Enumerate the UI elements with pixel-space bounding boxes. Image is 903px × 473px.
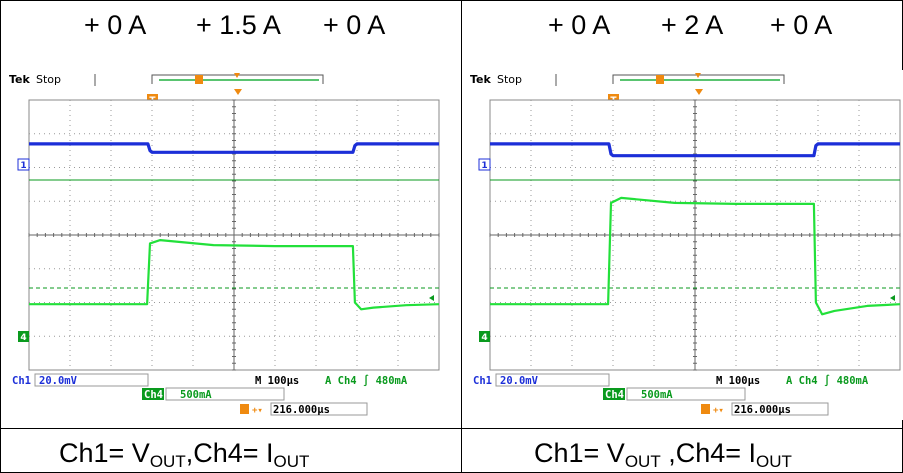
trigger-level-arrow bbox=[890, 295, 895, 301]
caption-divider bbox=[0, 428, 903, 429]
caption-vout-sub: OUT bbox=[149, 452, 186, 471]
panel-right: + 0 A + 2 A + 0 A Tek Stop T 1 bbox=[462, 0, 903, 470]
trigger-point-indicator bbox=[234, 73, 240, 78]
ch1-trace bbox=[490, 142, 900, 158]
ch1-label: Ch1 bbox=[12, 375, 31, 387]
step-label-after: + 0 A bbox=[770, 10, 833, 40]
panel-divider-vertical bbox=[461, 0, 462, 473]
step-label-before: + 0 A bbox=[548, 10, 611, 40]
svg-text:1: 1 bbox=[20, 161, 26, 171]
timebase-readout: M 100µs bbox=[255, 375, 299, 387]
ch1-marker: 1 bbox=[478, 158, 491, 171]
step-label-load: + 2 A bbox=[661, 10, 724, 40]
trigger-position-arrow bbox=[695, 89, 703, 95]
step-label-load: + 1.5 A bbox=[196, 10, 281, 40]
acquisition-status: Stop bbox=[36, 73, 61, 86]
trigger-position-readout: 216.000µs bbox=[734, 404, 791, 416]
ch4-marker: 4 bbox=[18, 331, 29, 343]
svg-text:+▾: +▾ bbox=[713, 406, 724, 416]
trigger-position-readout: 216.000µs bbox=[273, 404, 330, 416]
acquisition-status: Stop bbox=[497, 73, 522, 86]
ch4-scale: 500mA bbox=[180, 389, 212, 401]
svg-text:+▾: +▾ bbox=[252, 406, 263, 416]
caption-iout-sub: OUT bbox=[756, 452, 792, 471]
svg-text:4: 4 bbox=[20, 333, 26, 343]
caption-vout-label: Ch1= V bbox=[59, 438, 150, 468]
caption-vout-label: Ch1= V bbox=[534, 438, 625, 468]
plot-area bbox=[28, 99, 440, 371]
caption-iout-label: ,Ch4= I bbox=[660, 438, 757, 468]
trigger-level-arrow bbox=[429, 295, 434, 301]
graticule bbox=[489, 99, 901, 371]
caption-vout-sub: OUT bbox=[624, 452, 661, 471]
ch4-label: Ch4 bbox=[144, 389, 163, 401]
ch4-label: Ch4 bbox=[605, 389, 624, 401]
caption-left: Ch1= VOUT,Ch4= IOUT bbox=[59, 438, 310, 471]
caption-iout-sub: OUT bbox=[273, 452, 310, 471]
ch1-scale: 20.0mV bbox=[39, 375, 78, 387]
caption-right: Ch1= VOUT ,Ch4= IOUT bbox=[534, 438, 792, 471]
plot-area bbox=[489, 99, 901, 371]
panel-left: + 0 A + 1.5 A + 0 A Tek Stop T 1 bbox=[0, 0, 450, 470]
trigger-readout: A Ch4 ∫ 480mA bbox=[325, 374, 408, 387]
ch4-marker: 4 bbox=[479, 331, 490, 343]
oscilloscope-screen: Tek Stop T 1 4 Ch1 bbox=[9, 70, 448, 420]
load-step-labels: + 0 A + 1.5 A + 0 A bbox=[0, 6, 450, 46]
ch1-trace bbox=[29, 142, 439, 154]
trigger-point-indicator bbox=[695, 73, 701, 78]
ch1-marker: 1 bbox=[17, 158, 30, 171]
record-position-marker bbox=[656, 75, 664, 84]
step-label-after: + 0 A bbox=[323, 10, 386, 40]
ch1-label: Ch1 bbox=[473, 375, 492, 387]
svg-text:1: 1 bbox=[481, 161, 487, 171]
ch4-trace bbox=[490, 196, 901, 316]
trigger-position-arrow bbox=[234, 89, 242, 95]
timebase-readout: M 100µs bbox=[716, 375, 760, 387]
oscilloscope-screen: Tek Stop T 1 4 Ch1 bbox=[470, 70, 903, 420]
caption-iout-label: ,Ch4= I bbox=[185, 438, 274, 468]
record-position-marker bbox=[195, 75, 203, 84]
ch4-trace bbox=[29, 239, 440, 311]
ch4-scale: 500mA bbox=[641, 389, 673, 401]
trigger-readout: A Ch4 ∫ 480mA bbox=[786, 374, 869, 387]
step-label-before: + 0 A bbox=[84, 10, 147, 40]
load-step-labels: + 0 A + 2 A + 0 A bbox=[462, 6, 903, 46]
svg-text:4: 4 bbox=[481, 333, 487, 343]
brand-label: Tek bbox=[9, 73, 31, 86]
brand-label: Tek bbox=[470, 73, 492, 86]
ch1-scale: 20.0mV bbox=[500, 375, 539, 387]
